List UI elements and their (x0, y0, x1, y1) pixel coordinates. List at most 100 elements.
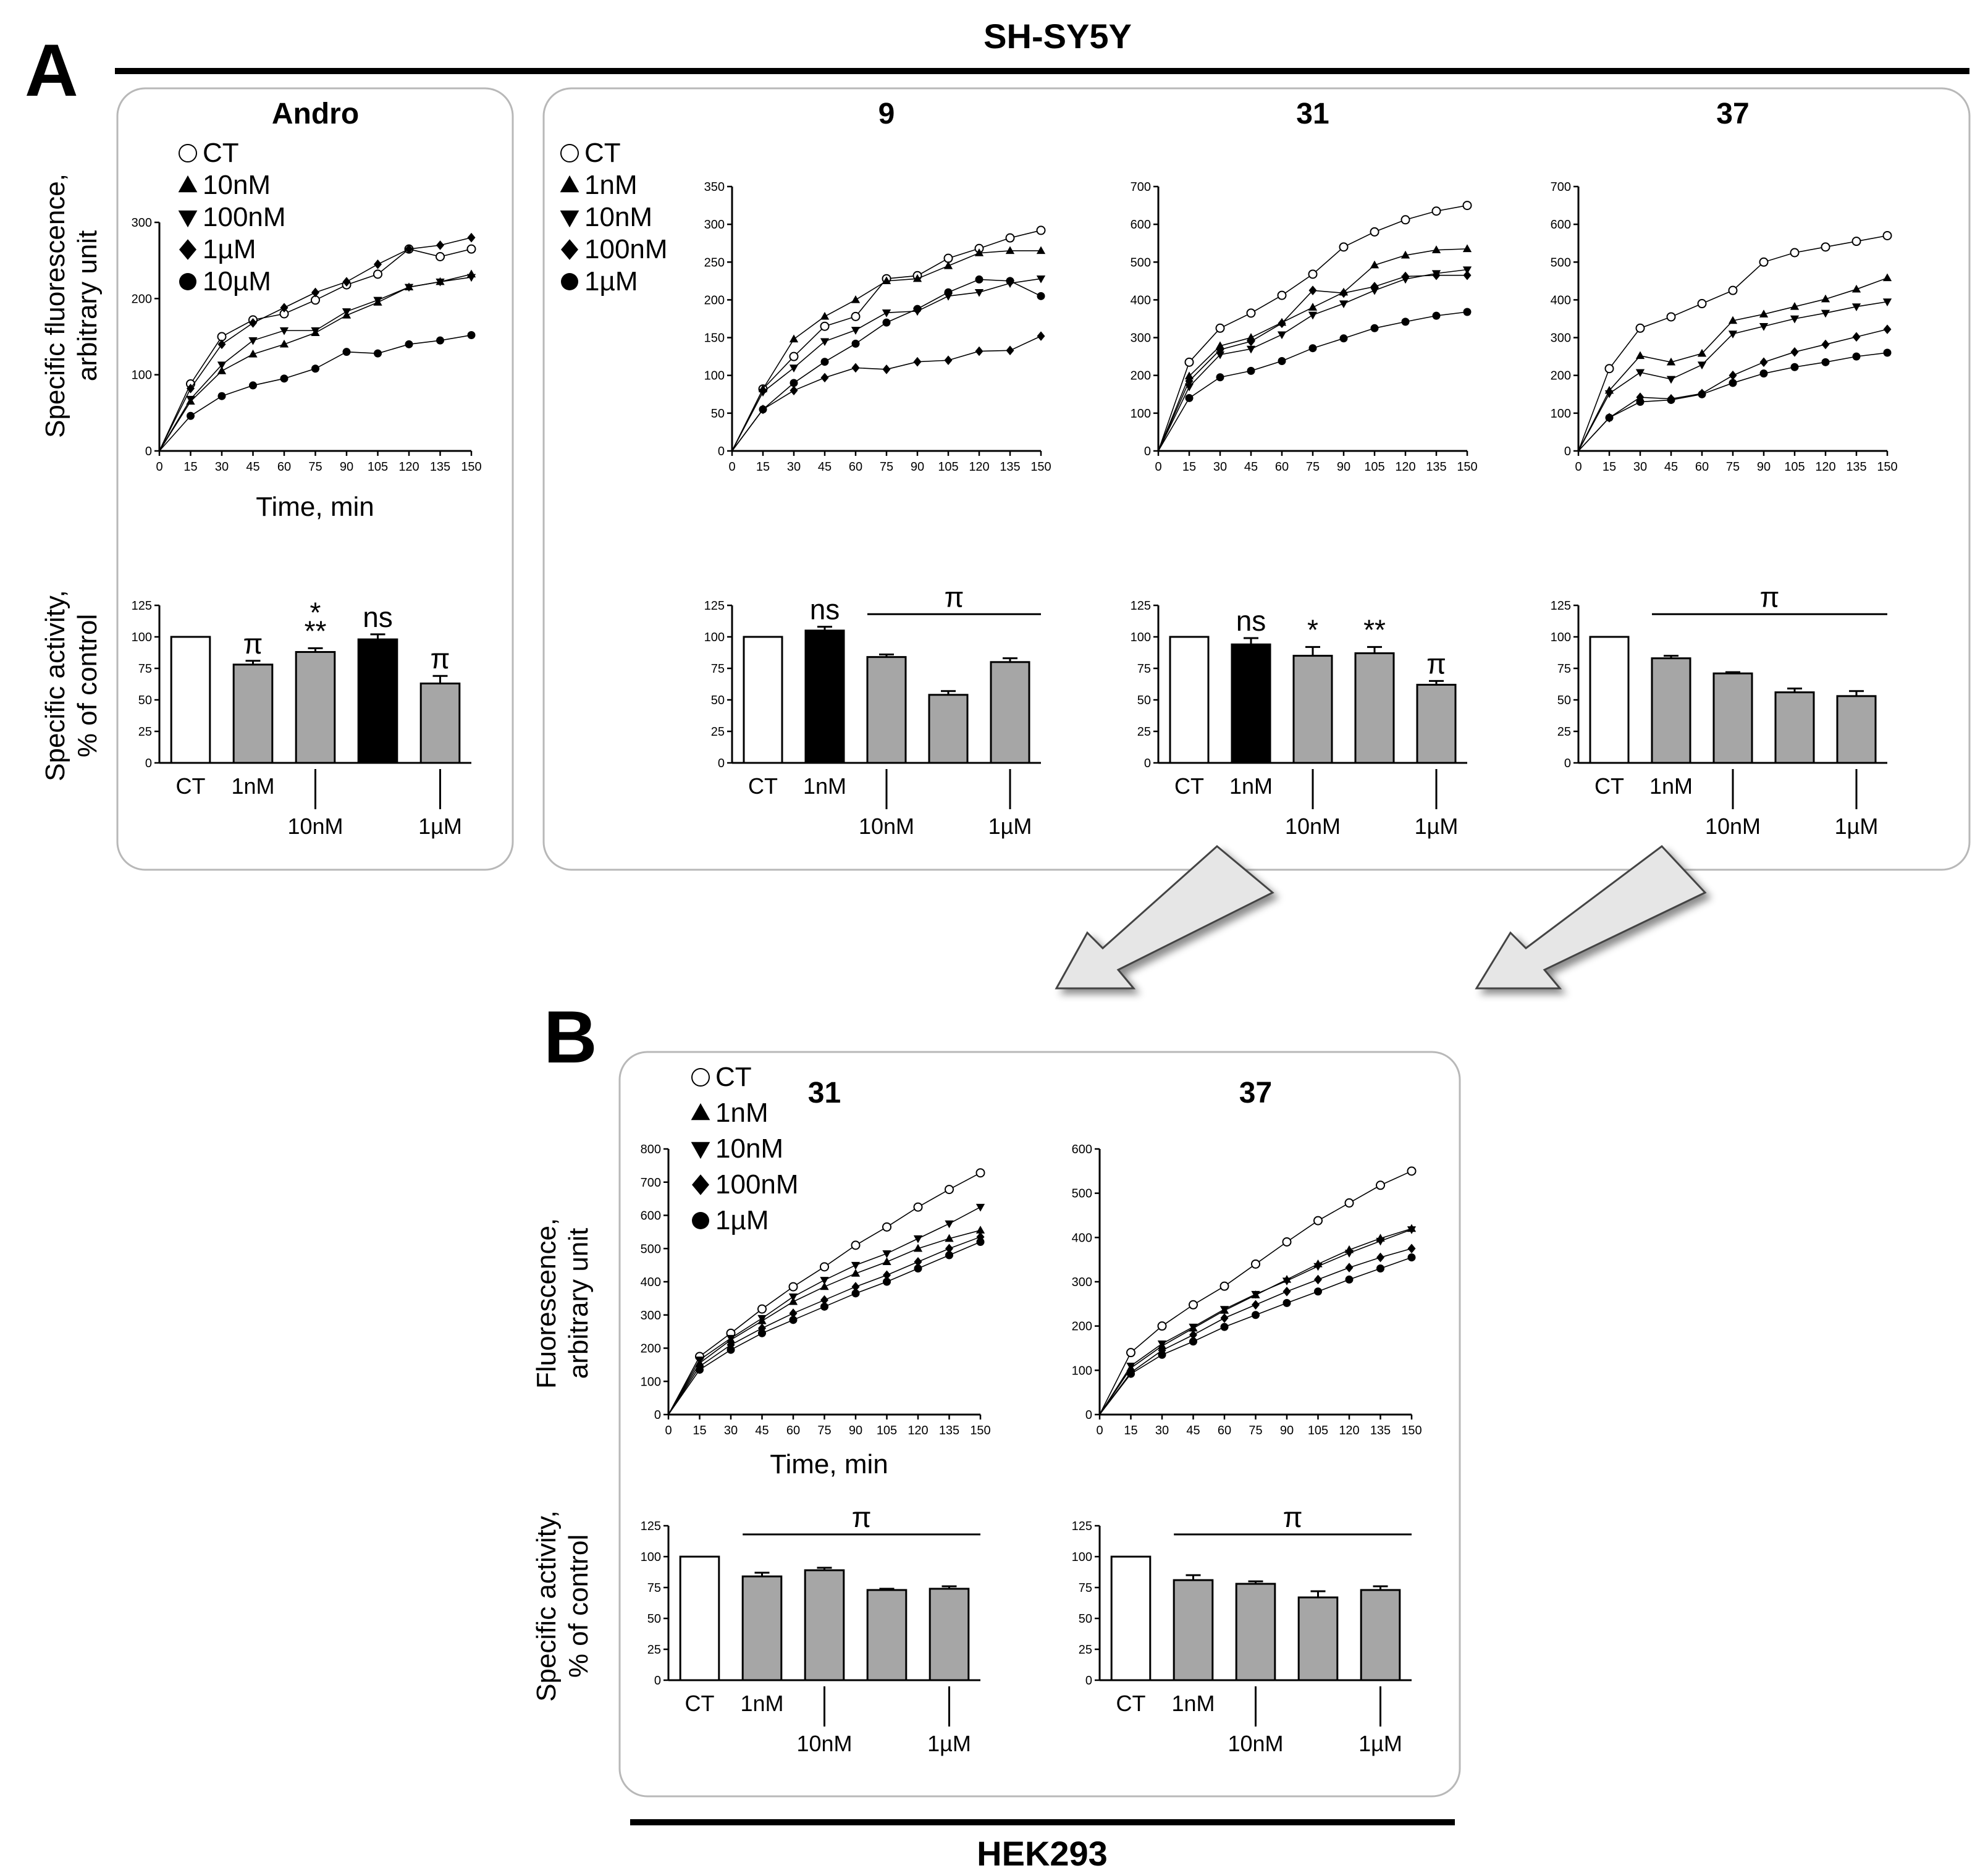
A-31-line-point (1185, 376, 1194, 386)
B-37-line-xtick-label: 45 (1186, 1424, 1200, 1437)
A-37-line-xtick-label: 105 (1784, 460, 1805, 474)
B-31-line-point (945, 1185, 954, 1195)
A-9-line-point (820, 311, 830, 320)
B-37-line-ytick-label: 200 (1072, 1320, 1092, 1334)
A-andro-bar-ytick-label: 100 (132, 631, 152, 644)
B-31-line-point (882, 1257, 891, 1265)
A-andro-bar-annotation-1: π (243, 628, 263, 660)
A-31-line-point (1215, 351, 1225, 360)
A-andro-line-point (311, 287, 319, 298)
ylabel-line-b-1: Fluorescence, (531, 1218, 562, 1389)
B-31-line-point (789, 1316, 798, 1324)
B-31-line-point (945, 1220, 954, 1229)
A-31-bar-cat-label-0: CT (1174, 773, 1204, 799)
A-31-line-point (1432, 311, 1441, 320)
A-9-line-point (943, 253, 953, 263)
ylabel-bar-b-1: Specific activity, (531, 1510, 562, 1702)
A-andro-bar-bar-4 (419, 682, 461, 764)
B-37-line-point (1158, 1350, 1166, 1359)
A-37-line-point (1728, 316, 1738, 324)
A-31-line-xtick-label: 150 (1457, 460, 1477, 474)
A-9-line-ytick-label: 250 (704, 256, 725, 269)
A-9-line-ytick-label: 50 (711, 407, 725, 421)
A-andro-line-point (187, 411, 195, 420)
A-andro-line-point (436, 336, 444, 345)
B-31-line-point (851, 1261, 861, 1270)
ylabel-bar-a-2: % of control (72, 614, 103, 757)
xlabel-time-b: Time, min (770, 1449, 888, 1479)
A-9-line-point (943, 261, 953, 269)
B-37-line-point (1252, 1311, 1260, 1319)
A-andro-line-point (187, 384, 195, 393)
andro-box (116, 87, 514, 871)
B-37-bar-bracket-symbol: π (1283, 1501, 1303, 1533)
ylabel-line-b: Fluorescence, arbitrary unit (531, 1218, 594, 1389)
A-31-line-ytick-label: 200 (1131, 369, 1151, 383)
A-9-line-point (1005, 246, 1015, 254)
A-andro-line-point (249, 318, 257, 328)
A-andro-bar-annotation-2: ** (305, 615, 327, 647)
A-andro-line-xtick-label: 150 (461, 460, 481, 474)
A-37-bar-cat-label-1: 1nM (1649, 773, 1693, 799)
A-37-line-point (1759, 257, 1769, 267)
A-31-bar-ytick-label: 0 (1144, 757, 1151, 770)
A-37-bar-ytick-label: 100 (1551, 631, 1571, 644)
B-31-line-ytick-label: 100 (641, 1375, 661, 1389)
A-31-bar-cat-label-2: 10nM (1285, 814, 1341, 839)
B-31-line-point (820, 1295, 828, 1305)
B-31-line-point (945, 1243, 953, 1254)
A-37-line-chart: 37 0 100 200 300 400 500 600 700 0 15 30 45 60 75 90 105… (1551, 98, 1898, 474)
B-37-line-xtick-label: 120 (1339, 1424, 1359, 1437)
A-9-line-point (1006, 345, 1014, 356)
B-37-bar-cat-label-1: 1nM (1171, 1691, 1215, 1716)
B-31-line-point (945, 1251, 953, 1260)
B-31-line-ytick-label: 300 (641, 1309, 661, 1323)
A-31-line-point (1339, 242, 1349, 252)
A-31-line-point (1278, 356, 1286, 365)
A-31-line-point (1247, 336, 1255, 347)
A-31-line-xtick-label: 15 (1182, 460, 1196, 474)
A-andro-line-point (373, 269, 382, 279)
A-9-line-point (882, 364, 891, 374)
A-37-line-ytick-label: 400 (1551, 293, 1571, 307)
A-31-line-point (1370, 282, 1379, 292)
A-31-line-point (1463, 270, 1472, 280)
B-31-bar-bar-2 (804, 1569, 845, 1681)
A-37-line-point (1759, 323, 1769, 331)
B-37-line-point (1189, 1330, 1197, 1340)
A-9-line-point (851, 311, 861, 321)
A-9-line-point (758, 389, 768, 397)
A-andro-line-point (248, 349, 258, 358)
A-31-line-point (1308, 285, 1317, 295)
A-37-line-ytick-label: 500 (1551, 256, 1571, 269)
A-andro-line-point (311, 327, 320, 335)
A-37-line-title: 37 (1716, 98, 1749, 130)
legend-andro-marker-1 (178, 175, 198, 193)
A-31-line-point (1431, 245, 1441, 253)
B-31-line-point (851, 1269, 861, 1277)
A-31-line-point (1339, 300, 1349, 309)
A-31-bar-annotation-1: ns (1236, 605, 1266, 637)
A-9-line-xtick-label: 15 (756, 460, 770, 474)
A-37-line-xtick-label: 60 (1695, 460, 1709, 474)
A-37-line-point (1821, 294, 1830, 303)
B-37-line-ytick-label: 0 (1085, 1408, 1092, 1422)
B-37-line-point (1407, 1243, 1416, 1254)
legend-compounds-label-0: CT (584, 138, 621, 168)
A-9-line-ytick-label: 200 (704, 293, 725, 307)
legends-layer: CT10nM100nM1µM10µMCT1nM10nM100nM1µMCT1nM… (178, 138, 799, 1235)
B-37-line-point (1157, 1321, 1167, 1331)
A-andro-line-point (217, 366, 227, 374)
A-andro-line-chart: Andro 0 100 200 300 0 15 30 45 60 75 90 105 120 135 150 (132, 98, 482, 474)
A-9-line-point (882, 318, 891, 327)
A-9-line-point (974, 248, 984, 256)
B-37-line-xtick-label: 150 (1401, 1424, 1422, 1437)
A-9-line-xtick-label: 45 (818, 460, 832, 474)
B-37-bar-bar-2 (1235, 1583, 1276, 1681)
B-31-line-point (695, 1357, 704, 1365)
A-9-bar-ytick-label: 25 (711, 725, 725, 739)
A-andro-bar-ytick-label: 0 (145, 757, 152, 770)
A-37-line-point (1667, 395, 1675, 404)
A-9-line-xtick-label: 105 (938, 460, 958, 474)
legend-andro-label-4: 10µM (203, 266, 271, 297)
